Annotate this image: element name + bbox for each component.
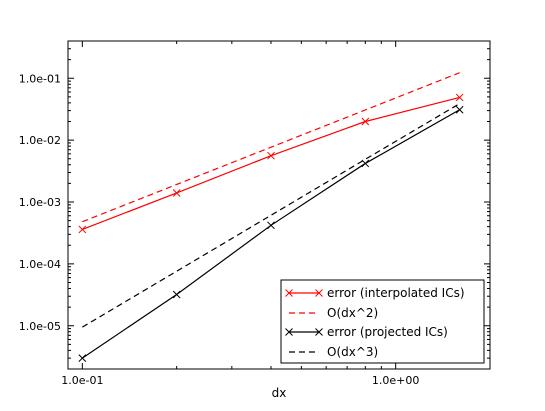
series-layer [78, 72, 464, 362]
x-tick-label: 1.0e-01 [61, 374, 103, 387]
series-3 [82, 103, 460, 328]
legend-box [280, 279, 485, 364]
data-point-marker-stroke [78, 354, 87, 362]
x-axis-label: dx [272, 386, 287, 400]
series-1 [82, 72, 460, 223]
y-tick-label: 1.0e-01 [19, 72, 61, 85]
series-line [82, 72, 460, 223]
data-point-marker-stroke [455, 93, 464, 102]
legend: error (interpolated ICs) O(dx^2) error (pr… [280, 279, 485, 364]
y-tick-label: 1.0e-03 [19, 196, 61, 209]
legend-marker-stroke [285, 328, 293, 336]
y-tick-label: 1.0e-05 [19, 320, 61, 333]
data-point-marker-stroke [361, 117, 370, 126]
legend-marker-stroke [285, 289, 293, 297]
series-2 [78, 105, 464, 362]
series-0 [78, 93, 464, 234]
legend-label: error (projected ICs) [327, 325, 448, 339]
legend-label: error (interpolated ICs) [327, 286, 465, 300]
data-point-marker-stroke [267, 151, 275, 160]
series-line [82, 103, 460, 328]
data-point-marker-stroke [78, 225, 87, 234]
data-point-marker-stroke [361, 159, 370, 168]
legend-marker-stroke [315, 289, 323, 297]
legend-label: O(dx^2) [327, 306, 378, 320]
y-tick-label: 1.0e-02 [19, 134, 61, 147]
legend-marker-stroke [315, 328, 323, 336]
data-point-marker-stroke [455, 105, 464, 114]
axis-ticks: 1.0e-01 1.0e+00 1.0e-05 1.0e-04 1.0e-03 1.0e-… [19, 40, 491, 387]
legend-label: O(dx^3) [327, 345, 378, 359]
plot-frame [67, 40, 491, 370]
data-point-marker-stroke [172, 290, 181, 299]
data-point-marker-stroke [267, 221, 275, 230]
data-point-marker-stroke [172, 189, 181, 197]
y-tick-label: 1.0e-04 [19, 258, 61, 271]
x-tick-label: 1.0e+00 [372, 374, 419, 387]
